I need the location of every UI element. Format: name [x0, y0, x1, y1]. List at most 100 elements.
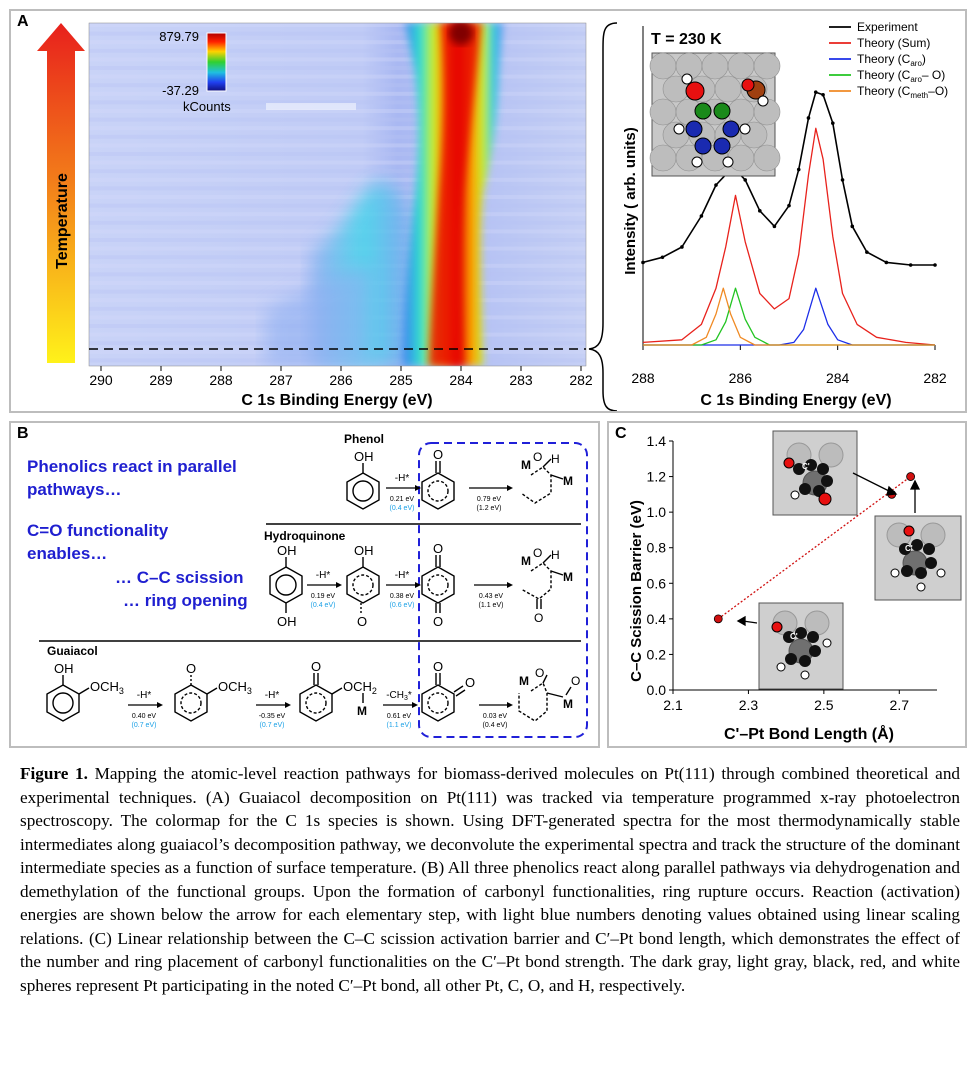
colorbar	[206, 32, 227, 92]
c-y-tick: 1.2	[647, 469, 667, 485]
ring-opened-3-o2: O	[571, 674, 580, 688]
step-ph2-energy: 0.79 eV	[477, 496, 501, 503]
step-hq1: -H* 0.19 eV (0.4 eV)	[307, 570, 342, 609]
c-y-tick: 0.2	[647, 646, 667, 662]
experiment-point	[813, 90, 818, 94]
heatmap-x-tick: 283	[509, 372, 533, 388]
step-ph1-energy: 0.21 eV	[390, 496, 414, 503]
c-data-point	[906, 472, 916, 481]
inset-structure-top: C'	[772, 430, 858, 516]
phenol-label: Phenol	[344, 432, 384, 446]
heading-line-3: C=O functionality	[27, 521, 169, 540]
gu-int1-o: O	[186, 661, 196, 676]
experiment-point	[908, 263, 913, 267]
experiment-point	[806, 116, 811, 120]
step-hq2: -H* 0.38 eV (0.6 eV)	[386, 570, 421, 609]
spectrum-series-line	[642, 127, 936, 346]
step-gu3: -CH3* 0.61 eV (1.1 eV)	[383, 690, 418, 729]
step-gu3-scaling: (1.1 eV)	[387, 722, 412, 729]
step-gu4-scaling: (0.4 eV)	[483, 722, 508, 729]
c-y-tick: 1.4	[647, 433, 667, 449]
step-hq1-energy: 0.19 eV	[311, 593, 335, 600]
ring-opening-highlight	[418, 442, 588, 738]
step-gu1-energy: 0.40 eV	[132, 713, 156, 720]
phenol-oh: OH	[354, 449, 374, 464]
spectrum-x-tick: 282	[923, 370, 947, 386]
heatmap-x-tick: 289	[149, 372, 173, 388]
panel-c-svg: 0.0 0.2 0.4 0.6 0.8 1.0 1.2 1.4 2.1 2.3 2.5 2.7 C–C…	[628, 430, 962, 743]
c-y-tick: 0.0	[647, 682, 667, 698]
heatmap-x-title: C 1s Binding Energy (eV)	[241, 392, 432, 409]
heading-line-1: Phenolics react in parallel	[27, 457, 237, 476]
c-y-tick: 0.4	[647, 611, 667, 627]
gu-int2-o: O	[311, 659, 321, 674]
heatmap-x-tick: 287	[269, 372, 293, 388]
heatmap-x-tick: 282	[569, 372, 593, 388]
ring-opened-3-m2: M	[563, 697, 573, 711]
ring-opened-1-m2: M	[563, 474, 573, 488]
svg-text:C': C'	[790, 632, 798, 641]
c-y-tick: 0.8	[647, 540, 667, 556]
panel-c-x-label: C'–Pt Bond Length (Å)	[724, 724, 894, 743]
experiment-point	[831, 121, 835, 125]
experiment-point	[714, 183, 718, 187]
colorbar-max: 879.79	[159, 29, 199, 44]
gu-int1-och3: OCH3	[218, 679, 252, 696]
ring-opened-3-o1: O	[535, 666, 544, 680]
experiment-point	[840, 178, 845, 182]
experiment-point	[787, 203, 791, 208]
step-hq3-scaling: (1.1 eV)	[479, 602, 504, 609]
caption-text: Mapping the atomic-level reaction pathwa…	[20, 764, 961, 995]
phenol-molecule	[346, 463, 380, 510]
colorbar-unit: kCounts	[183, 99, 231, 114]
heatmap	[89, 23, 586, 366]
c-x-tick: 2.3	[739, 697, 759, 713]
phenoxy-ketone	[421, 461, 455, 510]
hq-oh-bottom: OH	[277, 614, 297, 629]
oq-o2: O	[465, 675, 475, 690]
spectrum-x-tick: 286	[729, 370, 753, 386]
heading-line-6: … ring opening	[123, 591, 248, 610]
experiment-point	[933, 263, 937, 267]
step-ph1: -H* 0.21 eV (0.4 eV)	[386, 473, 421, 512]
step-gu2-label: -H*	[265, 690, 280, 701]
experiment-point	[865, 250, 869, 254]
hq-int-o: O	[357, 614, 367, 629]
spectrum-series-line	[643, 287, 935, 346]
step-gu2-energy: -0.35 eV	[259, 713, 286, 720]
step-hq2-energy: 0.38 eV	[390, 593, 414, 600]
ring-opened-2-o2: O	[534, 611, 543, 625]
ring-opened-3	[518, 674, 572, 722]
hydroquinone-molecule	[269, 557, 303, 613]
spectrum-series-line	[643, 287, 935, 346]
panel-c-label: C	[615, 425, 627, 442]
experiment-point	[772, 224, 777, 229]
spectrum-series-line	[643, 287, 935, 346]
guaiacol-och3: OCH3	[90, 679, 124, 696]
legend-label: Theory (Caro)	[857, 52, 926, 68]
panel-b-label: B	[17, 425, 29, 442]
ring-opened-2-m2: M	[563, 570, 573, 584]
guaiacol-oh: OH	[54, 661, 74, 676]
heatmap-x-tick: 286	[329, 372, 353, 388]
panel-a-label: A	[17, 13, 29, 30]
spectrum-x-tick: 284	[826, 370, 850, 386]
heatmap-x-tick: 284	[449, 372, 473, 388]
hq-oh-top: OH	[277, 543, 297, 558]
step-gu1-label: -H*	[137, 690, 152, 701]
guaiacol-label: Guaiacol	[47, 644, 98, 658]
caption-figure-number: Figure 1.	[20, 764, 88, 783]
c-x-tick: 2.7	[890, 697, 910, 713]
spectrum-y-label: Intensity ( arb. units)	[622, 127, 639, 275]
experiment-point	[796, 167, 801, 172]
hydroquinone-label: Hydroquinone	[264, 529, 346, 543]
hq-int-oh: OH	[354, 543, 374, 558]
spectrum-x-label: C 1s Binding Energy (eV)	[700, 392, 891, 409]
ring-opened-3-m1: M	[519, 674, 529, 688]
panel-a: A	[9, 9, 967, 413]
step-gu1-scaling: (0.7 eV)	[132, 722, 157, 729]
heading-line-4: enables…	[27, 544, 108, 563]
ring-opened-2-m1: M	[521, 554, 531, 568]
ring-opened-1	[520, 458, 564, 504]
heatmap-x-tick: 285	[389, 372, 413, 388]
